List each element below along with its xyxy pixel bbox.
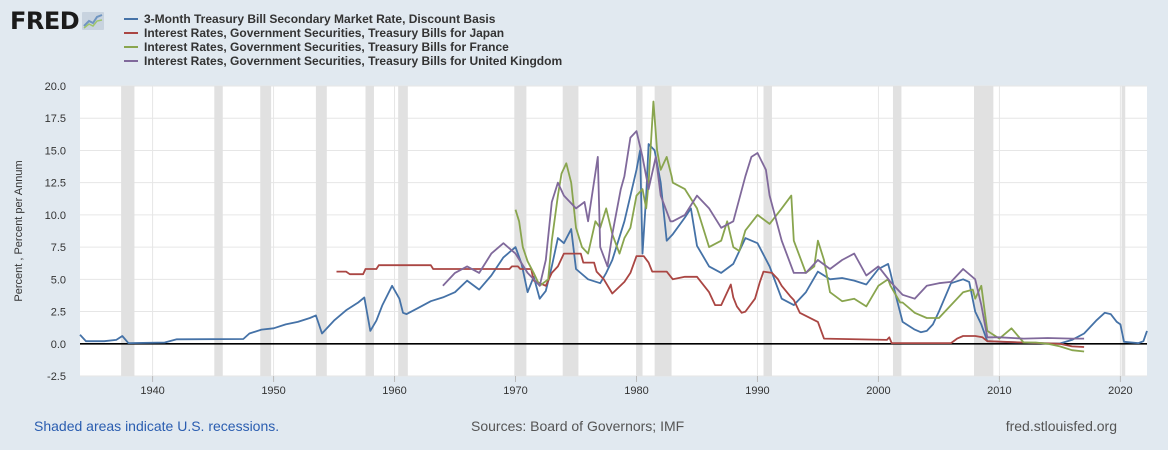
legend-swatch	[124, 18, 138, 20]
y-tick-label: 0.0	[51, 339, 66, 351]
recession-note-link[interactable]: Shaded areas indicate U.S. recessions.	[34, 418, 280, 434]
series-line	[336, 252, 1085, 348]
recession-band	[892, 86, 902, 376]
legend-label: Interest Rates, Government Securities, T…	[144, 40, 509, 54]
fred-logo-text: FRED	[10, 7, 80, 35]
x-tick-label: 2000	[866, 385, 890, 397]
legend-item[interactable]: Interest Rates, Government Securities, T…	[124, 40, 562, 54]
legend-item[interactable]: 3-Month Treasury Bill Secondary Market R…	[124, 12, 562, 26]
recession-band	[636, 86, 643, 376]
recession-band	[260, 86, 272, 376]
x-tick-label: 1950	[261, 385, 285, 397]
recession-band	[974, 86, 994, 376]
recession-band	[365, 86, 374, 376]
y-tick-label: 12.5	[45, 178, 66, 190]
y-tick-label: 10.0	[45, 210, 66, 222]
chart-legend: 3-Month Treasury Bill Secondary Market R…	[124, 12, 562, 68]
legend-item[interactable]: Interest Rates, Government Securities, T…	[124, 26, 562, 40]
fred-logo[interactable]: FRED	[10, 7, 105, 35]
y-tick-label: 5.0	[51, 274, 66, 286]
x-tick-label: 1940	[140, 385, 164, 397]
y-tick-label: 17.5	[45, 113, 66, 125]
x-tick-label: 1990	[745, 385, 769, 397]
legend-swatch	[124, 46, 138, 48]
sources-note: Sources: Board of Governors; IMF	[471, 418, 685, 434]
y-tick-label: 20.0	[45, 81, 66, 93]
recession-band	[214, 86, 223, 376]
legend-item[interactable]: Interest Rates, Government Securities, T…	[124, 54, 562, 68]
chart-logo-icon	[82, 12, 105, 30]
x-tick-label: 1980	[624, 385, 648, 397]
legend-swatch	[124, 60, 138, 62]
recession-band	[121, 86, 135, 376]
y-tick-label: 2.5	[51, 307, 66, 319]
recession-band	[654, 86, 672, 376]
recession-band	[763, 86, 772, 376]
y-tick-label: 15.0	[45, 145, 66, 157]
x-tick-label: 2010	[987, 385, 1011, 397]
series-line	[442, 130, 1085, 340]
source-url-link[interactable]: fred.stlouisfed.org	[1005, 418, 1117, 434]
y-tick-label: -2.5	[47, 371, 66, 383]
y-axis-label: Percent , Percent per Annum	[13, 160, 25, 301]
recession-band	[1121, 86, 1126, 376]
y-tick-label: 7.5	[51, 242, 66, 254]
legend-swatch	[124, 32, 138, 34]
x-tick-label: 1960	[382, 385, 406, 397]
series-line	[79, 143, 1148, 345]
recession-band	[398, 86, 408, 376]
legend-label: Interest Rates, Government Securities, T…	[144, 26, 505, 40]
x-tick-label: 1970	[503, 385, 527, 397]
x-tick-label: 2020	[1108, 385, 1132, 397]
recession-band	[315, 86, 327, 376]
series-line	[514, 100, 1085, 353]
legend-label: Interest Rates, Government Securities, T…	[144, 54, 563, 68]
legend-label: 3-Month Treasury Bill Secondary Market R…	[144, 12, 496, 26]
line-chart: -2.5 0.0 2.5 5.0 7.5 10.0 12.5 15.0 17.5 20.0 194…	[13, 81, 1148, 397]
